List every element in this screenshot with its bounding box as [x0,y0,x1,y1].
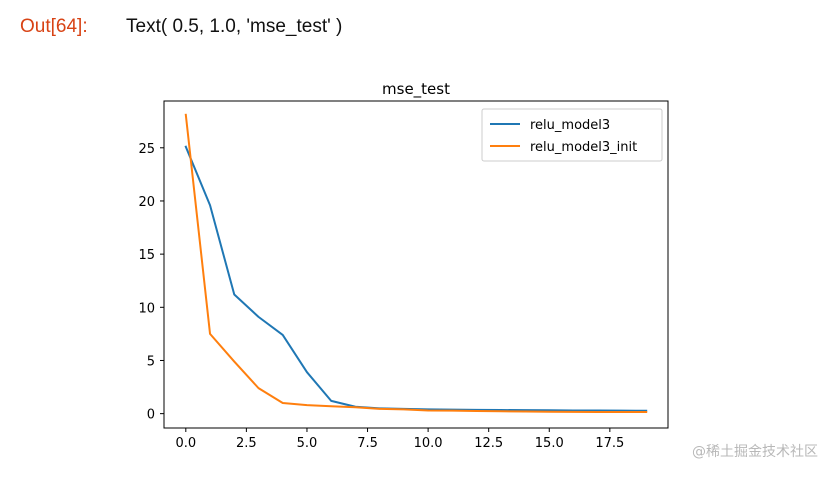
chart-title: mse_test [382,80,450,99]
cell-output-text: Text( 0.5, 1.0, 'mse_test' ) [126,16,343,37]
legend-label-1: relu_model3 [530,118,610,133]
y-tick-label: 5 [147,354,155,369]
x-tick-label: 5.0 [297,436,318,451]
x-tick-label: 17.5 [595,436,624,451]
cell-output-prompt: Out[64]: [20,16,88,37]
x-tick-label: 2.5 [236,436,257,451]
y-tick-label: 20 [138,195,155,210]
x-tick-label: 15.0 [535,436,564,451]
plot-frame [163,100,669,429]
legend-label-2: relu_model3_init [530,140,637,155]
series-line-1 [184,145,648,412]
x-tick-label: 12.5 [474,436,503,451]
watermark-text: @稀土掘金技术社区 [692,444,818,460]
y-tick-label: 10 [138,301,155,316]
y-tick-label: 0 [147,408,155,423]
y-tick-label: 15 [138,248,155,263]
legend-box [481,108,663,162]
x-tick-label: 7.5 [357,436,378,451]
x-tick-label: 10.0 [414,436,443,451]
y-tick-label: 25 [138,142,155,157]
x-tick-label: 0.0 [175,436,196,451]
series-line-2 [184,113,648,414]
